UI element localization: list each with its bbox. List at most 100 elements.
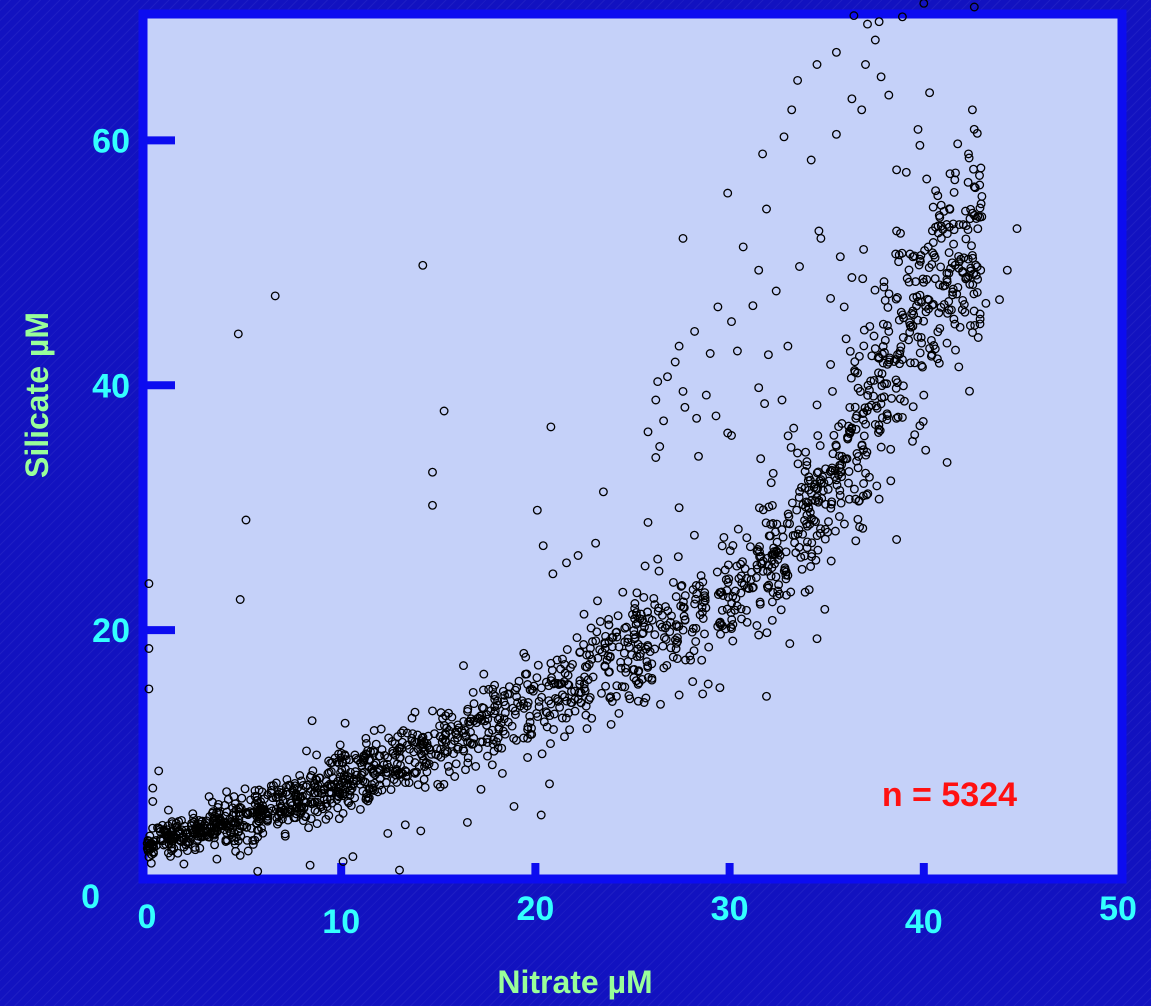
data-point: [585, 650, 594, 660]
data-point: [944, 297, 954, 306]
data-point: [196, 832, 206, 842]
data-point: [857, 440, 867, 450]
data-point: [736, 588, 746, 598]
data-point: [653, 606, 663, 616]
data-point: [733, 524, 743, 534]
data-point: [877, 349, 887, 359]
data-point: [736, 559, 746, 569]
data-point: [435, 782, 445, 792]
data-point: [317, 789, 327, 798]
data-point: [717, 541, 727, 551]
data-point: [631, 619, 641, 629]
data-point: [568, 659, 577, 669]
data-point: [236, 803, 246, 813]
data-point: [961, 206, 970, 216]
data-point: [899, 313, 908, 323]
data-point: [894, 257, 904, 267]
data-point: [391, 770, 401, 780]
data-point: [690, 326, 700, 336]
data-point: [364, 784, 374, 794]
data-point: [754, 265, 764, 275]
data-point: [672, 654, 682, 664]
data-point: [949, 314, 959, 324]
data-point: [532, 708, 542, 718]
data-point: [164, 831, 173, 841]
data-point: [981, 298, 991, 308]
data-point: [673, 552, 683, 562]
data-point: [473, 713, 482, 723]
data-point: [144, 684, 154, 694]
data-point: [844, 494, 854, 504]
plot-area: [138, 9, 1127, 884]
data-point: [207, 808, 217, 818]
data-point: [877, 393, 887, 403]
data-point: [874, 368, 883, 378]
data-point: [839, 302, 849, 312]
data-point: [167, 839, 176, 849]
data-point: [148, 783, 158, 793]
data-point: [144, 644, 154, 653]
data-point: [663, 372, 672, 382]
data-point: [921, 307, 931, 317]
data-point: [688, 624, 698, 633]
data-point: [910, 430, 920, 440]
data-point: [407, 733, 417, 743]
data-point: [826, 293, 836, 303]
data-point: [597, 688, 606, 698]
data-point: [548, 569, 558, 579]
data-point: [532, 505, 542, 515]
data-point: [935, 280, 944, 290]
data-point: [488, 684, 498, 694]
data-point: [892, 226, 902, 236]
data-point: [752, 621, 762, 630]
data-point: [698, 689, 708, 699]
data-point: [918, 274, 928, 284]
data-point: [793, 459, 803, 469]
data-point: [428, 467, 437, 477]
data-point: [913, 124, 923, 134]
x-tick-label: 30: [711, 890, 749, 928]
data-point: [879, 277, 889, 287]
data-point: [659, 663, 669, 673]
data-point: [852, 456, 862, 466]
data-point: [678, 386, 688, 396]
data-point: [620, 637, 630, 647]
data-point: [312, 750, 322, 760]
data-point: [471, 761, 481, 771]
data-point: [835, 485, 845, 495]
data-point: [891, 413, 901, 423]
data-point: [148, 840, 158, 850]
data-point: [312, 819, 322, 829]
data-point: [606, 719, 616, 729]
data-point: [713, 302, 723, 312]
data-point: [942, 338, 952, 348]
data-point: [837, 419, 847, 428]
data-point: [793, 75, 803, 85]
data-point: [975, 314, 985, 324]
data-point: [541, 677, 551, 687]
data-point: [929, 341, 939, 350]
data-point: [892, 165, 902, 175]
data-point: [785, 519, 795, 529]
data-point: [813, 545, 823, 555]
data-point: [546, 739, 555, 749]
data-point: [336, 753, 346, 763]
tick-labels: 0 10 20 30 40 50 0 20 40 60: [81, 122, 1137, 941]
data-point: [326, 758, 336, 768]
data-point: [500, 729, 510, 739]
data-points: [142, 0, 1022, 876]
data-point: [670, 357, 680, 367]
data-point: [591, 538, 601, 548]
data-point: [680, 591, 690, 601]
data-point: [428, 500, 437, 510]
data-point: [536, 683, 546, 693]
data-point: [659, 416, 669, 426]
data-point: [672, 622, 682, 631]
data-point: [465, 716, 475, 726]
data-point: [618, 587, 628, 597]
data-point: [776, 605, 786, 615]
data-point: [375, 766, 385, 776]
data-point: [965, 279, 975, 289]
data-point: [644, 623, 654, 633]
data-point: [880, 335, 890, 345]
